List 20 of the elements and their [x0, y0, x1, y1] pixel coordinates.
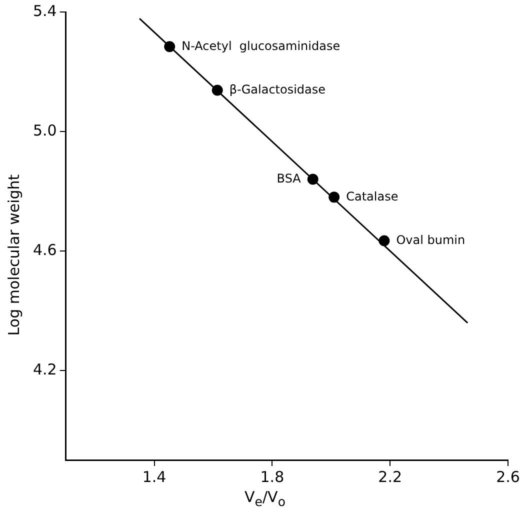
annotation: Catalase — [346, 189, 398, 204]
point — [378, 235, 390, 246]
annotation: BSA — [276, 171, 302, 186]
x-tick-label: 1.4 — [142, 468, 166, 486]
point — [307, 174, 318, 185]
annotation: Oval bumin — [396, 232, 466, 247]
y-tick-label: 4.6 — [32, 240, 57, 259]
y-tick-label: 5.0 — [32, 121, 57, 140]
annotation: N-Acetyl glucosaminidase — [182, 38, 340, 53]
x-tick-label: 2.2 — [378, 468, 402, 486]
point — [212, 84, 223, 96]
y-axis-title: Log molecular weight — [5, 174, 23, 336]
point — [164, 41, 176, 52]
point — [328, 192, 340, 203]
x-tick-label: 1.8 — [260, 468, 284, 486]
y-tick-label: 5.4 — [32, 2, 57, 20]
x-tick-label: 2.6 — [496, 468, 520, 486]
y-tick-label: 4.2 — [32, 360, 57, 378]
x-axis-title: V$_{e}$/V$_{o}$ — [244, 488, 286, 509]
annotation: β-Galactosidase — [229, 82, 326, 96]
